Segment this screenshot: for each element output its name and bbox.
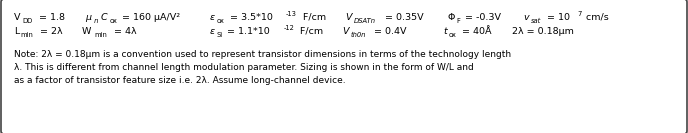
Text: DD: DD	[23, 18, 32, 24]
Text: F/cm: F/cm	[297, 27, 332, 36]
Text: W: W	[82, 27, 92, 36]
Text: = 1.1*10: = 1.1*10	[224, 27, 270, 36]
Text: Si: Si	[216, 32, 222, 38]
Text: 2λ = 0.18μm: 2λ = 0.18μm	[513, 27, 574, 36]
Text: ε: ε	[210, 13, 215, 22]
Text: L: L	[14, 27, 19, 36]
Text: F/cm: F/cm	[300, 13, 335, 22]
Text: min: min	[21, 32, 34, 38]
Text: v: v	[524, 13, 529, 22]
Text: = 4λ: = 4λ	[111, 27, 187, 36]
Text: n: n	[92, 18, 99, 24]
Text: = 0.4V: = 0.4V	[371, 27, 427, 36]
Text: C: C	[100, 13, 107, 22]
Text: = 160 μA/V²: = 160 μA/V²	[119, 13, 189, 22]
Text: cm/s: cm/s	[583, 13, 609, 22]
Text: = 10: = 10	[544, 13, 570, 22]
Text: min: min	[94, 32, 107, 38]
Text: -12: -12	[283, 25, 294, 31]
Text: V: V	[343, 27, 349, 36]
Text: V: V	[345, 13, 352, 22]
Text: = 2λ: = 2λ	[37, 27, 72, 36]
Text: ε: ε	[210, 27, 215, 36]
Text: F: F	[457, 18, 461, 24]
Text: Φ: Φ	[447, 13, 455, 22]
Text: = 0.35V: = 0.35V	[382, 13, 433, 22]
Text: 7: 7	[578, 11, 582, 17]
Text: t: t	[444, 27, 447, 36]
Text: ox: ox	[449, 32, 456, 38]
Text: sat: sat	[531, 18, 541, 24]
Text: = 40Å: = 40Å	[459, 27, 500, 36]
Text: = -0.3V: = -0.3V	[462, 13, 510, 22]
Text: V: V	[14, 13, 21, 22]
Text: th0n: th0n	[351, 32, 366, 38]
Text: DSATn: DSATn	[354, 18, 376, 24]
Text: ox: ox	[217, 18, 224, 24]
Text: as a factor of transistor feature size i.e. 2λ. Assume long-channel device.: as a factor of transistor feature size i…	[14, 76, 345, 85]
Text: λ. This is different from channel length modulation parameter. Sizing is shown i: λ. This is different from channel length…	[14, 63, 474, 72]
Text: ox: ox	[109, 18, 117, 24]
Text: = 3.5*10: = 3.5*10	[226, 13, 272, 22]
Text: μ: μ	[85, 13, 91, 22]
Text: -13: -13	[286, 11, 297, 17]
Text: = 1.8: = 1.8	[36, 13, 74, 22]
Text: Note: 2λ = 0.18μm is a convention used to represent transistor dimensions in ter: Note: 2λ = 0.18μm is a convention used t…	[14, 50, 511, 59]
